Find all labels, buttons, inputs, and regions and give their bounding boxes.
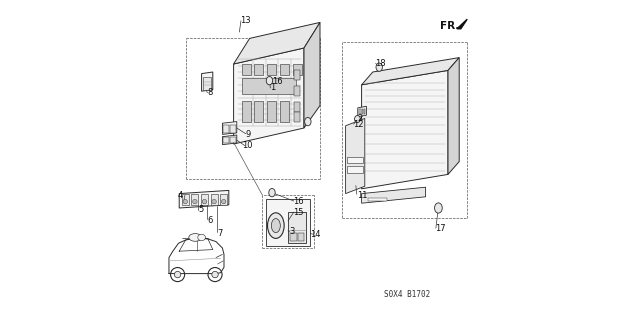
Text: 16: 16 [272,77,283,86]
Ellipse shape [269,188,275,197]
Text: S0X4 B1702: S0X4 B1702 [384,290,430,299]
Bar [254,64,264,75]
Bar [182,194,189,205]
Ellipse shape [212,271,218,278]
Ellipse shape [221,199,226,204]
Text: FR.: FR. [440,20,460,31]
Bar [280,101,289,122]
Ellipse shape [189,234,202,241]
Bar [242,101,251,122]
Bar [230,137,236,143]
Bar [292,64,302,75]
Bar [220,194,227,205]
Bar [223,137,229,143]
Bar [223,125,229,133]
Text: 3: 3 [290,228,295,236]
Ellipse shape [268,213,284,238]
Bar [268,101,276,122]
Polygon shape [346,118,365,194]
Text: 8: 8 [207,88,212,97]
Text: 4: 4 [177,191,182,200]
Ellipse shape [198,234,205,241]
Text: 6: 6 [207,216,212,225]
Polygon shape [358,106,366,117]
Ellipse shape [376,63,383,71]
Bar [268,64,276,75]
Bar [288,212,306,243]
Ellipse shape [193,199,197,204]
Text: 2: 2 [358,114,363,123]
Polygon shape [202,72,212,91]
Text: 15: 15 [292,208,303,217]
Bar [294,112,300,122]
Polygon shape [179,190,229,208]
Ellipse shape [271,219,280,233]
Bar [266,199,310,246]
Text: 11: 11 [357,191,367,200]
Text: 13: 13 [240,16,251,25]
Text: 14: 14 [310,230,320,239]
Ellipse shape [355,116,360,123]
Bar [290,233,297,241]
Bar [201,194,208,205]
Bar [191,194,198,205]
Bar [294,86,300,96]
Text: 7: 7 [217,229,222,238]
Bar [368,198,387,201]
Text: 18: 18 [375,60,386,68]
Text: 10: 10 [242,141,252,150]
Bar [294,70,300,80]
Polygon shape [457,19,467,29]
Polygon shape [362,187,426,203]
Bar [242,78,296,94]
Bar [347,166,362,173]
Ellipse shape [212,199,216,204]
Polygon shape [304,22,320,128]
Bar [364,109,365,114]
Ellipse shape [174,271,180,278]
Polygon shape [223,135,237,145]
Bar [211,194,218,205]
Bar [294,102,300,112]
Bar [360,109,361,114]
Text: 16: 16 [292,197,303,206]
Polygon shape [362,70,448,189]
Ellipse shape [266,76,273,85]
Text: 12: 12 [353,120,364,129]
Polygon shape [448,58,460,174]
Polygon shape [362,58,460,85]
Bar [242,64,251,75]
Bar [203,77,211,90]
Text: 5: 5 [198,205,204,214]
Bar [230,125,236,133]
Bar [280,64,289,75]
Ellipse shape [305,117,311,126]
Bar [362,109,364,114]
Polygon shape [223,122,237,134]
Ellipse shape [202,199,207,204]
Bar [298,233,304,241]
Text: 9: 9 [246,130,251,139]
Ellipse shape [435,203,442,213]
Ellipse shape [183,199,188,204]
Bar [254,101,264,122]
Text: 17: 17 [435,224,446,233]
Polygon shape [234,48,304,144]
Text: 1: 1 [270,84,276,92]
Bar [347,157,362,163]
Polygon shape [234,22,320,64]
